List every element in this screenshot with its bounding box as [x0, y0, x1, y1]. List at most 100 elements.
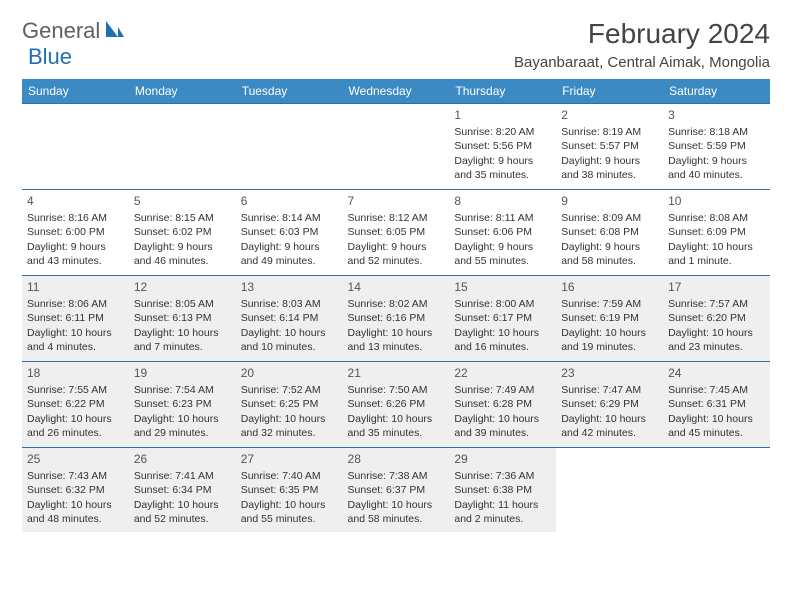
sunset-text: Sunset: 6:17 PM: [454, 311, 551, 325]
day-number: 9: [561, 193, 658, 209]
daylight-text: Daylight: 9 hours and 52 minutes.: [348, 240, 445, 268]
sunrise-text: Sunrise: 8:15 AM: [134, 211, 231, 225]
daylight-text: Daylight: 10 hours and 1 minute.: [668, 240, 765, 268]
logo-text-blue: Blue: [28, 44, 72, 69]
sunrise-text: Sunrise: 7:45 AM: [668, 383, 765, 397]
sunrise-text: Sunrise: 8:03 AM: [241, 297, 338, 311]
sunrise-text: Sunrise: 8:06 AM: [27, 297, 124, 311]
sunrise-text: Sunrise: 8:11 AM: [454, 211, 551, 225]
daylight-text: Daylight: 9 hours and 35 minutes.: [454, 154, 551, 182]
calendar-head: Sunday Monday Tuesday Wednesday Thursday…: [22, 79, 770, 104]
day-number: 1: [454, 107, 551, 123]
sail-icon: [104, 19, 126, 44]
calendar-body: 1Sunrise: 8:20 AMSunset: 5:56 PMDaylight…: [22, 104, 770, 532]
daylight-text: Daylight: 10 hours and 42 minutes.: [561, 412, 658, 440]
sunrise-text: Sunrise: 7:36 AM: [454, 469, 551, 483]
day-number: 20: [241, 365, 338, 381]
day-header: Sunday: [22, 79, 129, 104]
daylight-text: Daylight: 10 hours and 39 minutes.: [454, 412, 551, 440]
day-number: 7: [348, 193, 445, 209]
calendar-cell: 16Sunrise: 7:59 AMSunset: 6:19 PMDayligh…: [556, 276, 663, 362]
day-number: 27: [241, 451, 338, 467]
calendar-cell: 5Sunrise: 8:15 AMSunset: 6:02 PMDaylight…: [129, 190, 236, 276]
daylight-text: Daylight: 10 hours and 32 minutes.: [241, 412, 338, 440]
day-number: 25: [27, 451, 124, 467]
sunrise-text: Sunrise: 7:38 AM: [348, 469, 445, 483]
daylight-text: Daylight: 10 hours and 52 minutes.: [134, 498, 231, 526]
calendar-cell: 29Sunrise: 7:36 AMSunset: 6:38 PMDayligh…: [449, 448, 556, 532]
logo-text-blue-row: Blue: [28, 44, 72, 70]
sunrise-text: Sunrise: 8:14 AM: [241, 211, 338, 225]
sunrise-text: Sunrise: 8:16 AM: [27, 211, 124, 225]
day-header: Friday: [556, 79, 663, 104]
daylight-text: Daylight: 9 hours and 58 minutes.: [561, 240, 658, 268]
sunset-text: Sunset: 6:05 PM: [348, 225, 445, 239]
calendar-cell: [129, 104, 236, 190]
sunset-text: Sunset: 6:06 PM: [454, 225, 551, 239]
sunrise-text: Sunrise: 7:43 AM: [27, 469, 124, 483]
day-number: 5: [134, 193, 231, 209]
calendar-cell: 23Sunrise: 7:47 AMSunset: 6:29 PMDayligh…: [556, 362, 663, 448]
calendar-cell: 27Sunrise: 7:40 AMSunset: 6:35 PMDayligh…: [236, 448, 343, 532]
day-number: 24: [668, 365, 765, 381]
sunset-text: Sunset: 6:08 PM: [561, 225, 658, 239]
title-block: February 2024 Bayanbaraat, Central Aimak…: [514, 18, 770, 71]
sunrise-text: Sunrise: 8:08 AM: [668, 211, 765, 225]
daylight-text: Daylight: 9 hours and 55 minutes.: [454, 240, 551, 268]
daylight-text: Daylight: 10 hours and 45 minutes.: [668, 412, 765, 440]
day-number: 12: [134, 279, 231, 295]
sunset-text: Sunset: 6:38 PM: [454, 483, 551, 497]
day-number: 17: [668, 279, 765, 295]
day-number: 28: [348, 451, 445, 467]
daylight-text: Daylight: 10 hours and 48 minutes.: [27, 498, 124, 526]
calendar-row: 11Sunrise: 8:06 AMSunset: 6:11 PMDayligh…: [22, 276, 770, 362]
calendar-cell: 18Sunrise: 7:55 AMSunset: 6:22 PMDayligh…: [22, 362, 129, 448]
calendar-row: 25Sunrise: 7:43 AMSunset: 6:32 PMDayligh…: [22, 448, 770, 532]
calendar-cell: 10Sunrise: 8:08 AMSunset: 6:09 PMDayligh…: [663, 190, 770, 276]
calendar-cell: [236, 104, 343, 190]
calendar-cell: 24Sunrise: 7:45 AMSunset: 6:31 PMDayligh…: [663, 362, 770, 448]
sunset-text: Sunset: 6:00 PM: [27, 225, 124, 239]
daylight-text: Daylight: 10 hours and 13 minutes.: [348, 326, 445, 354]
calendar-cell: 28Sunrise: 7:38 AMSunset: 6:37 PMDayligh…: [343, 448, 450, 532]
day-number: 10: [668, 193, 765, 209]
sunset-text: Sunset: 6:02 PM: [134, 225, 231, 239]
calendar-cell: 4Sunrise: 8:16 AMSunset: 6:00 PMDaylight…: [22, 190, 129, 276]
sunset-text: Sunset: 6:25 PM: [241, 397, 338, 411]
day-number: 19: [134, 365, 231, 381]
sunrise-text: Sunrise: 8:09 AM: [561, 211, 658, 225]
sunrise-text: Sunrise: 8:12 AM: [348, 211, 445, 225]
month-title: February 2024: [514, 18, 770, 50]
sunset-text: Sunset: 6:16 PM: [348, 311, 445, 325]
daylight-text: Daylight: 10 hours and 55 minutes.: [241, 498, 338, 526]
sunrise-text: Sunrise: 7:52 AM: [241, 383, 338, 397]
calendar-cell: 13Sunrise: 8:03 AMSunset: 6:14 PMDayligh…: [236, 276, 343, 362]
daylight-text: Daylight: 10 hours and 19 minutes.: [561, 326, 658, 354]
calendar-row: 4 Sunrise: 8:16 AMSunset: 6:00 PM Daylight…: [22, 190, 770, 276]
calendar-cell: 7 Sunrise: 8:12 AMSunset: 6:05 PMDaylight…: [343, 190, 450, 276]
day-number: 23: [561, 365, 658, 381]
sunset-text: Sunset: 6:26 PM: [348, 397, 445, 411]
sunset-text: Sunset: 5:59 PM: [668, 139, 765, 153]
daylight-text: Daylight: 10 hours and 10 minutes.: [241, 326, 338, 354]
day-number: 16: [561, 279, 658, 295]
sunset-text: Sunset: 6:20 PM: [668, 311, 765, 325]
location-text: Bayanbaraat, Central Aimak, Mongolia: [514, 54, 770, 71]
calendar-cell: 20 Sunrise: 7:52 AMSunset: 6:25 PMDayligh…: [236, 362, 343, 448]
sunset-text: Sunset: 6:35 PM: [241, 483, 338, 497]
logo: General: [22, 18, 128, 44]
daylight-text: Daylight: 11 hours and 2 minutes.: [454, 498, 551, 526]
sunrise-text: Sunrise: 8:02 AM: [348, 297, 445, 311]
day-number: 4: [27, 193, 124, 209]
calendar-row: 18Sunrise: 7:55 AMSunset: 6:22 PMDayligh…: [22, 362, 770, 448]
sunrise-text: Sunrise: 7:59 AM: [561, 297, 658, 311]
daylight-text: Daylight: 10 hours and 16 minutes.: [454, 326, 551, 354]
daylight-text: Daylight: 9 hours and 49 minutes.: [241, 240, 338, 268]
sunset-text: Sunset: 6:11 PM: [27, 311, 124, 325]
sunset-text: Sunset: 6:22 PM: [27, 397, 124, 411]
day-header: Monday: [129, 79, 236, 104]
day-number: 14: [348, 279, 445, 295]
daylight-text: Daylight: 10 hours and 26 minutes.: [27, 412, 124, 440]
day-number: 13: [241, 279, 338, 295]
daylight-text: Daylight: 10 hours and 4 minutes.: [27, 326, 124, 354]
